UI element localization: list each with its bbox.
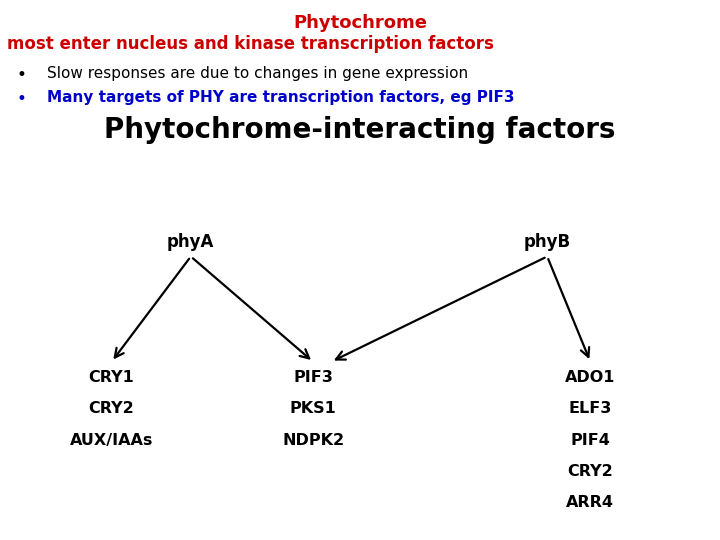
Text: Phytochrome-interacting factors: Phytochrome-interacting factors — [104, 116, 616, 144]
Text: CRY1: CRY1 — [89, 370, 135, 385]
Text: AUX/IAAs: AUX/IAAs — [70, 433, 153, 448]
Text: phyB: phyB — [523, 233, 571, 251]
Text: ADO1: ADO1 — [565, 370, 616, 385]
Text: phyA: phyA — [167, 233, 215, 251]
Text: PIF3: PIF3 — [293, 370, 333, 385]
Text: ARR4: ARR4 — [567, 495, 614, 510]
Text: Many targets of PHY are transcription factors, eg PIF3: Many targets of PHY are transcription fa… — [47, 90, 514, 105]
Text: PKS1: PKS1 — [290, 401, 336, 416]
Text: •: • — [17, 90, 27, 108]
Text: CRY2: CRY2 — [567, 464, 613, 479]
Text: •: • — [17, 66, 27, 84]
Text: PIF4: PIF4 — [570, 433, 611, 448]
Text: CRY2: CRY2 — [89, 401, 135, 416]
Text: ELF3: ELF3 — [569, 401, 612, 416]
Text: most enter nucleus and kinase transcription factors: most enter nucleus and kinase transcript… — [7, 35, 494, 53]
Text: Slow responses are due to changes in gene expression: Slow responses are due to changes in gen… — [47, 66, 468, 81]
Text: Phytochrome: Phytochrome — [293, 14, 427, 31]
Text: NDPK2: NDPK2 — [282, 433, 344, 448]
